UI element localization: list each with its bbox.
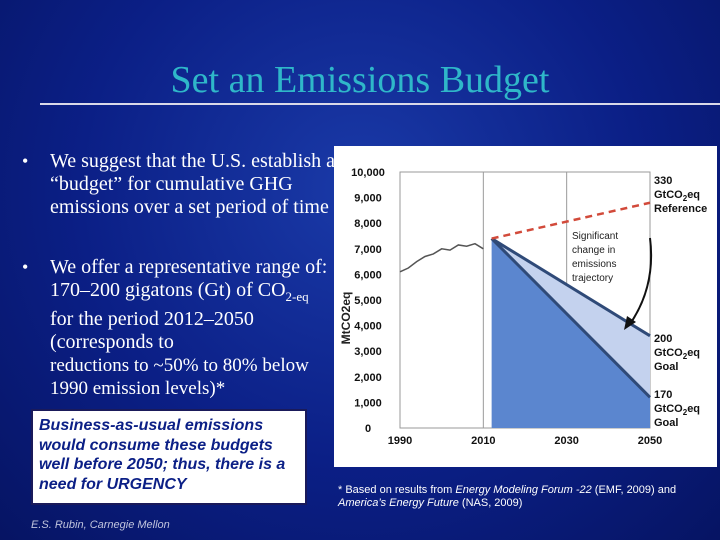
y-axis-label: MtCO2eq <box>339 292 353 345</box>
footnote-emf: Energy Modeling Forum -22 <box>455 484 592 496</box>
goal-200-label: Goal <box>654 361 678 373</box>
reference-value: 330 <box>654 175 672 187</box>
goal-170-unit: GtCO2eq <box>654 403 700 417</box>
x-tick-labels: 1990 2010 2030 2050 <box>388 435 662 447</box>
source-footnote: * Based on results from Energy Modeling … <box>338 484 718 510</box>
bullet-1-text: We suggest that the U.S. establish a “bu… <box>50 150 336 218</box>
footnote-mid: (EMF, 2009) and <box>591 484 677 496</box>
y-tick-label: 5,000 <box>354 295 382 307</box>
bullet-dot-icon: • <box>22 151 29 171</box>
y-tick-label: 4,000 <box>354 321 382 333</box>
y-tick-label: 2,000 <box>354 372 382 384</box>
y-tick-label: 6,000 <box>354 269 382 281</box>
chart-lines <box>399 201 652 399</box>
budget-170-area <box>491 238 650 428</box>
goal-200-unit: GtCO2eq <box>654 347 700 361</box>
bullet-2-text: We offer a representative range of: 170–… <box>50 256 335 400</box>
goal-170-value: 170 <box>654 389 672 401</box>
change-note-line-3: emissions <box>572 259 616 270</box>
trajectory-arrow-icon <box>629 237 653 325</box>
x-tick-label: 2030 <box>554 435 578 447</box>
goal-170-label: Goal <box>654 417 678 429</box>
footnote-nas: America’s Energy Future <box>338 497 459 509</box>
y-tick-label: 7,000 <box>354 244 382 256</box>
y-tick-label: 8,000 <box>354 218 382 230</box>
bullet-dot-icon: • <box>22 257 29 277</box>
footnote-prefix: * Based on results from <box>338 484 456 496</box>
footnote-suffix: (NAS, 2009) <box>458 497 523 509</box>
x-tick-label: 1990 <box>388 435 412 447</box>
x-tick-label: 2050 <box>638 435 662 447</box>
y-axis-label-text: MtCO2eq <box>339 292 353 345</box>
emissions-chart: 0 1,000 2,000 3,000 4,000 5,000 6,000 7,000 8,00… <box>334 146 717 467</box>
budget-200-line <box>490 237 651 338</box>
bullet-2-part-1: We offer a representative range of: 170–… <box>50 256 328 301</box>
author-credit: E.S. Rubin, Carnegie Mellon <box>31 519 170 531</box>
budget-areas <box>491 238 650 428</box>
slide-title: Set an Emissions Budget <box>170 59 550 101</box>
urgency-callout: Business-as-usual emissions would consum… <box>31 409 307 505</box>
goal-200-value: 200 <box>654 333 672 345</box>
historical-line <box>399 242 484 273</box>
reference-line <box>491 201 651 240</box>
y-tick-label: 0 <box>365 423 371 435</box>
change-note-line-1: Significant <box>572 231 618 242</box>
change-note-line-4: trajectory <box>572 273 613 284</box>
y-tick-label: 10,000 <box>351 167 385 179</box>
x-tick-label: 2010 <box>471 435 495 447</box>
bullet-2-part-3: reductions to ~50% to 80% below 1990 emi… <box>50 355 309 399</box>
y-tick-label: 3,000 <box>354 346 382 358</box>
co2-subscript: 2-eq <box>285 289 309 304</box>
y-tick-label: 9,000 <box>354 193 382 205</box>
reference-unit: GtCO2eq <box>654 189 700 203</box>
emissions-chart-svg: 0 1,000 2,000 3,000 4,000 5,000 6,000 7,000 8,00… <box>339 167 707 447</box>
bullet-2-part-2: for the period 2012–2050 (corresponds to <box>50 308 254 353</box>
y-tick-labels: 0 1,000 2,000 3,000 4,000 5,000 6,000 7,000 8,00… <box>351 167 385 435</box>
y-tick-label: 1,000 <box>354 397 382 409</box>
budget-170-line <box>490 237 652 399</box>
title-divider <box>40 103 720 105</box>
change-note-line-2: change in <box>572 245 615 256</box>
reference-label: Reference <box>654 203 707 215</box>
arrowhead-icon <box>624 316 636 330</box>
